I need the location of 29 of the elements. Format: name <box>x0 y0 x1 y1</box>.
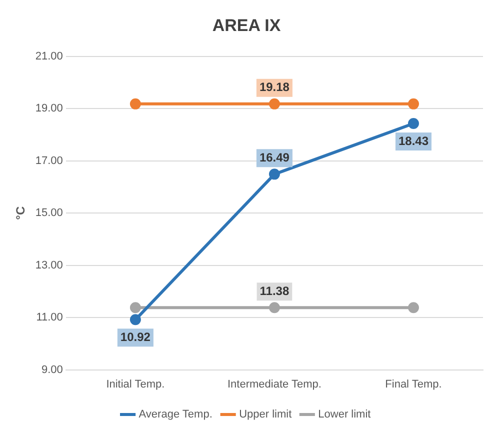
data-label: 16.49 <box>259 150 290 164</box>
y-tick-label: 19.00 <box>35 102 63 115</box>
y-tick-label: 9.00 <box>42 364 63 376</box>
legend-label: Lower limit <box>318 408 371 421</box>
data-label: 11.38 <box>260 284 290 298</box>
point <box>130 314 141 326</box>
y-tick-label: 11.00 <box>36 312 63 324</box>
point <box>268 302 280 314</box>
x-tick-label: Intermediate Temp. <box>227 378 322 390</box>
point <box>408 118 419 130</box>
data-label: 19.18 <box>259 80 290 94</box>
y-tick-label: 13.00 <box>35 259 63 272</box>
data-label: 18.43 <box>398 134 429 148</box>
legend-label: Average Temp. <box>138 408 212 421</box>
point <box>268 168 280 180</box>
y-axis-title: °C <box>14 206 28 220</box>
y-tick-label: 17.00 <box>35 154 63 167</box>
x-tick-label: Initial Temp. <box>106 378 165 390</box>
y-tick-label: 15.00 <box>35 207 63 220</box>
point <box>268 98 280 110</box>
chart-title: AREA IX <box>212 16 282 35</box>
data-label: 10.92 <box>120 330 151 344</box>
point <box>130 302 141 314</box>
point <box>408 302 419 314</box>
legend-label: Upper limit <box>239 408 292 421</box>
point <box>130 98 141 110</box>
point <box>408 98 419 110</box>
x-tick-label: Final Temp. <box>385 378 442 390</box>
y-tick-label: 21.00 <box>35 50 63 62</box>
